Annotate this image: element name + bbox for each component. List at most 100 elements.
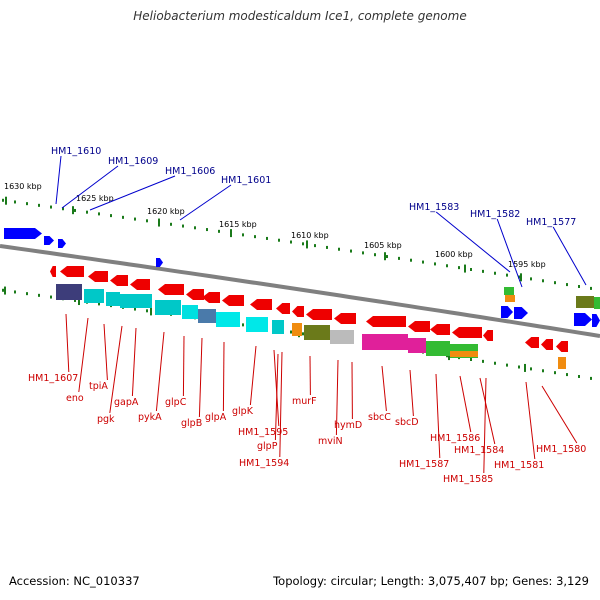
ruler-major-tick (78, 297, 80, 306)
leader-line-top (552, 226, 587, 286)
reverse-gene-arrow (430, 324, 450, 335)
ruler-tick-upper (350, 249, 352, 253)
ruler-tick-upper (314, 244, 316, 248)
leader-line-bottom (459, 375, 472, 433)
leader-line-bottom (335, 359, 339, 436)
ruler-tick-upper (266, 236, 268, 240)
ruler-tick-upper (458, 266, 460, 270)
cog-category-block (504, 287, 514, 295)
gene-label-top: HM1_1606 (165, 166, 215, 177)
reverse-gene-arrow (525, 337, 539, 348)
ruler-tick-upper (134, 217, 136, 221)
ruler-tick-upper (290, 240, 292, 244)
cog-category-block (84, 289, 104, 303)
gene-label-bottom: tpiA (89, 381, 108, 392)
ruler-tick-lower (98, 302, 100, 306)
ruler-tick-upper (86, 210, 88, 214)
ruler-tick-upper (302, 242, 304, 246)
cog-category-block (362, 334, 408, 350)
reverse-gene-arrow (334, 313, 356, 324)
gene-label-bottom: pykA (138, 412, 162, 423)
cog-category-block (198, 309, 216, 323)
reverse-gene-arrow (483, 330, 493, 341)
ruler-tick-upper (182, 224, 184, 228)
cog-category-block (56, 284, 82, 300)
ruler-tick-lower (494, 361, 496, 365)
topology-text: Topology: circular; Length: 3,075,407 bp… (273, 574, 589, 588)
ruler-tick-upper (242, 233, 244, 237)
ruler-tick-upper (62, 207, 64, 211)
leader-line-bottom (483, 377, 487, 474)
cog-category-block (576, 296, 594, 308)
reverse-gene-arrow (541, 339, 553, 350)
cog-category-block (216, 312, 240, 327)
leader-line-top (55, 155, 62, 205)
leader-line-top (89, 175, 176, 211)
accession-text: Accession: NC_010337 (9, 574, 140, 588)
ruler-tick-lower (290, 330, 292, 334)
ruler-tick-lower (578, 374, 580, 378)
ruler-label: 1620 kbp (147, 207, 185, 216)
ruler-major-tick (448, 352, 450, 361)
cog-category-block (120, 294, 152, 308)
reverse-gene-arrow (556, 341, 568, 352)
leader-line-top (61, 165, 119, 209)
ruler-tick-upper (338, 247, 340, 251)
ruler-tick-lower (14, 290, 16, 294)
forward-gene-arrow (592, 314, 600, 327)
reverse-gene-arrow (202, 292, 220, 303)
ruler-tick-upper (2, 198, 4, 202)
leader-line-bottom (409, 369, 414, 417)
cog-category-block (330, 330, 354, 344)
ruler-tick-lower (554, 371, 556, 375)
cog-category-block (272, 320, 284, 334)
forward-gene-arrow (574, 313, 592, 326)
reverse-gene-arrow (50, 266, 56, 277)
gene-label-bottom: HM1_1585 (443, 474, 493, 485)
ruler-tick-upper (590, 286, 592, 290)
reverse-gene-arrow (366, 316, 406, 327)
ruler-tick-lower (542, 369, 544, 373)
ruler-tick-lower (482, 359, 484, 363)
cog-category-block (304, 325, 330, 340)
ruler-tick-lower (134, 307, 136, 311)
ruler-label: 1625 kbp (76, 194, 114, 203)
reverse-gene-arrow (130, 279, 150, 290)
cog-category-block (292, 323, 302, 336)
ruler-tick-lower (74, 298, 76, 302)
ruler-tick-upper (542, 279, 544, 283)
gene-label-bottom: HM1_1580 (536, 444, 586, 455)
ruler-tick-upper (254, 235, 256, 239)
ruler-major-tick (158, 218, 160, 227)
forward-gene-arrow (44, 236, 54, 245)
reverse-gene-arrow (292, 306, 304, 317)
cog-category-block (408, 338, 426, 353)
ruler-label: 1605 kbp (364, 241, 402, 250)
ruler-tick-upper (470, 267, 472, 271)
gene-label-top: HM1_1610 (51, 146, 101, 157)
ruler-tick-upper (206, 228, 208, 232)
ruler-tick-upper (278, 238, 280, 242)
gene-label-bottom: glpP (257, 441, 278, 452)
leader-line-bottom (274, 353, 279, 441)
gene-label-bottom: HM1_1587 (399, 459, 449, 470)
ruler-major-tick (150, 307, 152, 316)
reverse-gene-arrow (110, 275, 128, 286)
ruler-major-tick (384, 252, 386, 261)
gene-label-bottom: HM1_1594 (239, 458, 289, 469)
ruler-tick-upper (386, 255, 388, 259)
gene-label-top: HM1_1609 (108, 156, 158, 167)
gene-label-bottom: HM1_1607 (28, 373, 78, 384)
ruler-tick-lower (302, 332, 304, 336)
leader-line-bottom (103, 323, 108, 381)
leader-line-bottom (65, 313, 70, 373)
ruler-tick-lower (38, 293, 40, 297)
ruler-tick-upper (362, 251, 364, 255)
ruler-tick-upper (518, 275, 520, 279)
forward-gene-arrow (514, 307, 528, 319)
ruler-tick-upper (14, 200, 16, 204)
ruler-tick-upper (194, 226, 196, 230)
leader-line-top (435, 211, 511, 273)
